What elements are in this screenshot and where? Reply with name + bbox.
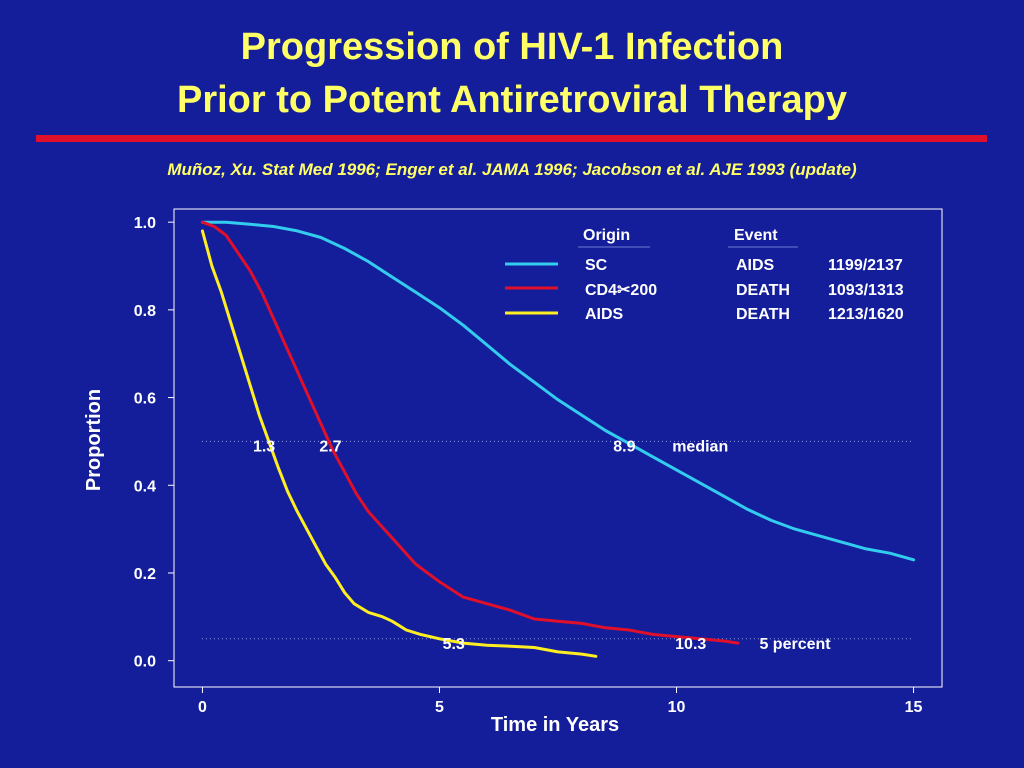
x-tick-label-3: 15 [905, 699, 923, 716]
title-divider [36, 135, 987, 142]
legend-event-cd4: DEATH [736, 282, 790, 299]
plot-area-frame [173, 208, 943, 688]
annotation-6: 5 percent [759, 636, 831, 653]
y-tick-label-0: 0.0 [134, 654, 156, 671]
series-lines [200, 220, 916, 658]
x-tick-label-1: 5 [435, 699, 444, 716]
legend-count-sc: 1199/2137 [828, 257, 903, 274]
axes: 0.0 0.2 0.4 0.6 0.8 1.0 0 5 10 15 Time in Years Pro… [83, 215, 923, 736]
reference-lines [202, 440, 912, 640]
legend-count-aids: 1213/1620 [828, 306, 904, 323]
annotation-3: median [672, 438, 728, 455]
slide-title-line1: Progression of HIV-1 Infection [240, 26, 784, 68]
series-line-cd4 [200, 220, 740, 645]
slide-title-line2: Prior to Potent Antiretroviral Therapy [176, 79, 848, 121]
annotation-0: 1.3 [253, 438, 275, 455]
annotation-2: 8.9 [613, 438, 635, 455]
y-axis-label: Proportion [83, 389, 105, 491]
annotation-5: 10.3 [675, 636, 706, 653]
y-tick-label-4: 0.8 [134, 303, 156, 320]
legend-count-cd4: 1093/1313 [828, 282, 904, 299]
x-tick-label-0: 0 [198, 699, 207, 716]
legend-origin-aids: AIDS [585, 306, 624, 323]
y-tick-label-2: 0.4 [134, 478, 156, 495]
legend-origin-cd4: CD4✂200 [585, 282, 657, 299]
series-line-aids [200, 229, 598, 658]
legend-header-event: Event [734, 227, 778, 244]
legend-event-sc: AIDS [736, 257, 775, 274]
x-axis-label: Time in Years [491, 714, 619, 736]
y-tick-label-1: 0.2 [134, 566, 156, 583]
annotation-4: 5.3 [443, 636, 465, 653]
series-line-sc [200, 220, 916, 562]
citation: Muñoz, Xu. Stat Med 1996; Enger et al. J… [167, 160, 857, 179]
annotation-1: 2.7 [319, 438, 341, 455]
legend-origin-sc: SC [585, 257, 608, 274]
legend: Origin Event SC AIDS 1199/2137 CD4✂200 D… [505, 227, 904, 323]
annotations: 1.3 2.7 8.9 median 5.3 10.3 5 percent [253, 438, 831, 652]
y-tick-label-5: 1.0 [134, 215, 156, 232]
legend-event-aids: DEATH [736, 306, 790, 323]
x-tick-label-2: 10 [668, 699, 686, 716]
legend-header-origin: Origin [583, 227, 630, 244]
y-tick-label-3: 0.6 [134, 391, 156, 408]
